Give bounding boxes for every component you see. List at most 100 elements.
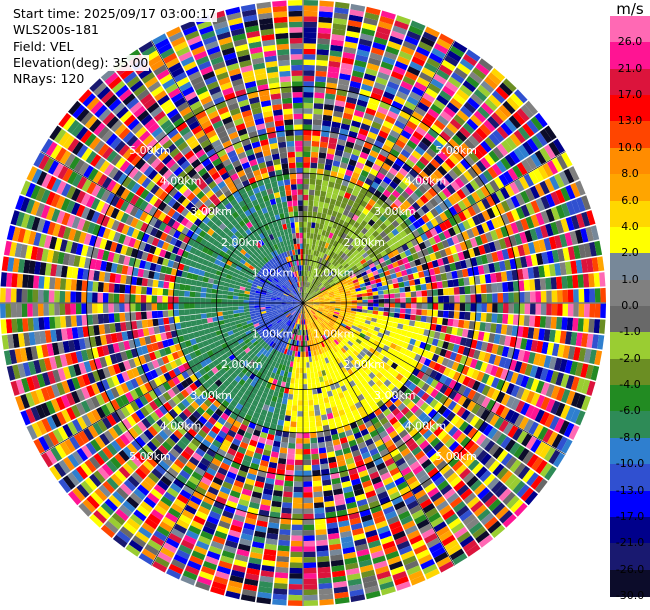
- velocity-gate: [112, 342, 120, 353]
- velocity-gate: [325, 506, 336, 513]
- velocity-gate: [560, 389, 571, 404]
- velocity-gate: [289, 339, 294, 345]
- velocity-gate: [310, 291, 315, 296]
- velocity-gate: [484, 182, 495, 195]
- velocity-gate: [110, 473, 123, 487]
- velocity-gate: [484, 411, 495, 424]
- velocity-gate: [346, 250, 353, 257]
- velocity-gate: [303, 265, 305, 271]
- velocity-gate: [388, 520, 402, 531]
- velocity-gate: [33, 359, 42, 374]
- velocity-gate: [418, 41, 433, 52]
- velocity-gate: [398, 50, 413, 61]
- velocity-gate: [328, 367, 334, 374]
- velocity-gate: [558, 420, 570, 435]
- velocity-gate: [412, 164, 423, 174]
- velocity-gate: [397, 194, 406, 204]
- velocity-gate: [148, 327, 155, 336]
- velocity-gate: [452, 319, 459, 328]
- velocity-gate: [406, 139, 418, 150]
- velocity-gate: [151, 468, 163, 480]
- velocity-gate: [407, 273, 415, 281]
- velocity-gate: [285, 319, 290, 324]
- velocity-gate: [305, 313, 308, 319]
- velocity-gate: [414, 514, 427, 525]
- velocity-gate: [68, 365, 77, 378]
- velocity-gate: [360, 169, 369, 178]
- velocity-gate: [261, 333, 267, 340]
- velocity-gate: [517, 465, 531, 480]
- velocity-gate: [141, 522, 156, 534]
- velocity-gate: [315, 76, 327, 83]
- velocity-gate: [389, 129, 400, 139]
- velocity-gate: [150, 437, 162, 448]
- velocity-gate: [190, 520, 204, 531]
- velocity-gate: [277, 550, 290, 557]
- velocity-gate: [311, 146, 319, 153]
- velocity-gate: [513, 147, 525, 161]
- velocity-gate: [245, 449, 255, 458]
- velocity-gate: [330, 215, 336, 223]
- velocity-gate: [267, 467, 277, 474]
- velocity-gate: [380, 338, 387, 345]
- velocity-gate: [226, 585, 242, 594]
- velocity-gate: [585, 226, 594, 242]
- velocity-gate: [273, 582, 288, 590]
- velocity-gate: [245, 317, 252, 322]
- velocity-gate: [335, 299, 341, 302]
- velocity-gate: [439, 90, 452, 102]
- velocity-gate: [76, 375, 86, 388]
- velocity-gate: [164, 412, 174, 423]
- velocity-gate: [270, 354, 276, 361]
- velocity-gate: [385, 325, 392, 332]
- velocity-gate: [466, 118, 479, 131]
- velocity-gate: [433, 99, 446, 110]
- velocity-gate: [311, 328, 315, 334]
- velocity-gate: [253, 536, 266, 544]
- velocity-gate: [305, 324, 308, 330]
- velocity-gate: [522, 350, 531, 363]
- velocity-gate: [517, 448, 530, 462]
- velocity-gate: [32, 317, 40, 331]
- velocity-gate: [581, 379, 591, 395]
- velocity-gate: [398, 393, 408, 403]
- velocity-gate: [424, 322, 432, 330]
- velocity-gate: [289, 350, 293, 356]
- velocity-gate: [221, 342, 228, 349]
- velocity-gate: [362, 78, 375, 87]
- velocity-gate: [57, 368, 67, 381]
- velocity-gate: [391, 322, 399, 328]
- velocity-gate: [334, 228, 340, 236]
- velocity-gate: [317, 206, 323, 213]
- velocity-gate: [446, 492, 460, 504]
- velocity-gate: [317, 294, 324, 298]
- velocity-gate: [229, 321, 236, 327]
- velocity-gate: [336, 375, 343, 382]
- velocity-gate: [306, 307, 310, 313]
- velocity-gate: [242, 527, 254, 536]
- velocity-gate: [332, 570, 346, 578]
- velocity-gate: [412, 211, 421, 220]
- velocity-gate: [363, 524, 376, 533]
- velocity-gate: [570, 260, 578, 274]
- velocity-gate: [220, 328, 228, 334]
- velocity-gate: [279, 386, 285, 393]
- velocity-gate: [26, 424, 38, 440]
- velocity-gate: [273, 314, 279, 318]
- velocity-gate: [490, 401, 501, 414]
- velocity-gate: [486, 283, 493, 293]
- velocity-gate: [229, 490, 241, 499]
- velocity-gate: [289, 432, 296, 439]
- velocity-gate: [261, 565, 275, 572]
- velocity-gate: [443, 126, 455, 138]
- velocity-gate: [262, 368, 269, 376]
- velocity-gate: [253, 332, 260, 338]
- velocity-gate: [282, 307, 288, 310]
- velocity-gate: [308, 289, 313, 295]
- velocity-gate: [60, 394, 71, 408]
- velocity-gate: [410, 291, 417, 298]
- velocity-gate: [241, 436, 251, 445]
- velocity-gate: [90, 396, 101, 409]
- velocity-gate: [158, 460, 170, 471]
- velocity-gate: [331, 210, 338, 217]
